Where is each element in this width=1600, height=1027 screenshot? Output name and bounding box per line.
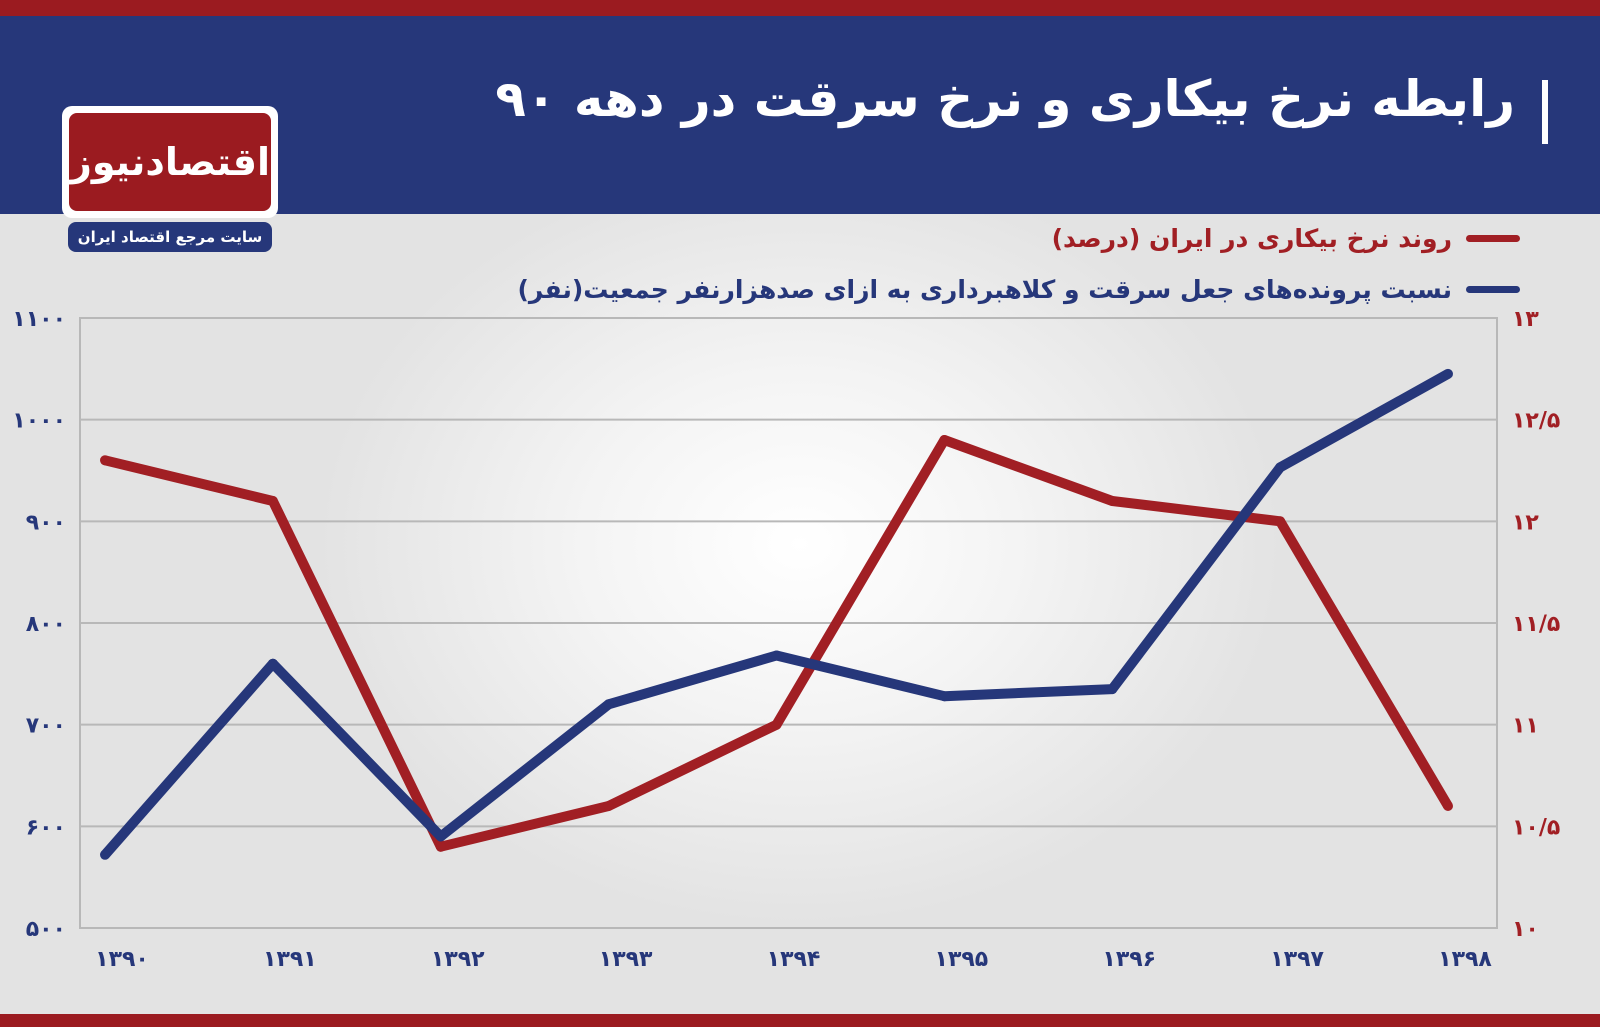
- data-point-theft: [771, 650, 782, 661]
- x-axis-tick-label: ۱۳۹۶: [1102, 947, 1156, 972]
- data-point-unemployment: [603, 801, 614, 811]
- data-point-theft: [435, 831, 446, 842]
- x-axis-tick-label: ۱۳۹۴: [767, 947, 821, 972]
- legend-item-unemployment: روند نرخ بیکاری در ایران (درصد): [1052, 224, 1520, 253]
- data-point-theft: [100, 849, 110, 860]
- left-axis-tick-label: ۱۰۰۰: [12, 409, 66, 434]
- left-axis-tick-label: ۱۱۰۰: [12, 307, 66, 332]
- data-point-theft: [1107, 684, 1118, 695]
- right-axis-tick-label: ۱۲: [1512, 510, 1539, 535]
- x-axis-tick-label: ۱۳۹۰: [95, 947, 149, 972]
- logo: اقتصادنیوز: [62, 106, 278, 218]
- right-axis-tick-label: ۱۰/۵: [1512, 815, 1560, 840]
- top-stripe: [0, 0, 1600, 16]
- left-axis-tick-label: ۶۰۰: [26, 815, 66, 840]
- legend-item-theft: نسبت پرونده‌های جعل سرقت و کلاهبرداری به…: [517, 275, 1520, 304]
- x-axis-tick-label: ۱۳۹۷: [1270, 947, 1324, 972]
- left-axis-tick-label: ۸۰۰: [26, 612, 66, 637]
- data-point-unemployment: [1275, 516, 1286, 527]
- left-axis-tick-label: ۵۰۰: [26, 917, 66, 942]
- legend-label-unemployment: روند نرخ بیکاری در ایران (درصد): [1051, 224, 1452, 253]
- left-axis-tick-label: ۷۰۰: [26, 714, 66, 739]
- data-point-theft: [1443, 368, 1453, 379]
- data-point-theft: [267, 658, 278, 669]
- bottom-stripe: [0, 1014, 1600, 1027]
- x-axis-tick-label: ۱۳۹۸: [1438, 947, 1492, 972]
- title-divider: [1542, 80, 1548, 144]
- right-axis-tick-label: ۱۱: [1512, 714, 1539, 739]
- data-point-unemployment: [1107, 496, 1118, 506]
- x-axis-tick-label: ۱۳۹۵: [935, 947, 989, 972]
- right-axis-tick-label: ۱۰: [1512, 917, 1539, 942]
- right-axis-tick-label: ۱۳: [1512, 307, 1539, 332]
- data-point-unemployment: [435, 841, 446, 852]
- data-point-theft: [1275, 462, 1286, 473]
- x-axis-tick-label: ۱۳۹۳: [599, 947, 653, 972]
- data-point-unemployment: [1443, 801, 1453, 811]
- data-point-unemployment: [771, 719, 782, 730]
- series-line-theft: [101, 369, 1451, 859]
- data-point-theft: [939, 691, 950, 702]
- data-point-unemployment: [100, 455, 110, 466]
- data-point-unemployment: [267, 496, 278, 506]
- right-axis-tick-label: ۱۱/۵: [1512, 612, 1560, 637]
- page-title: رابطه نرخ بیکاری و نرخ سرقت در دهه ۹۰: [495, 70, 1515, 128]
- legend-label-theft: نسبت پرونده‌های جعل سرقت و کلاهبرداری به…: [517, 275, 1452, 304]
- logo-text: اقتصادنیوز: [69, 113, 271, 211]
- data-point-unemployment: [939, 435, 950, 445]
- series-line-unemployment: [103, 435, 1453, 852]
- legend-swatch-red: [1466, 235, 1520, 242]
- x-axis-tick-label: ۱۳۹۲: [431, 947, 485, 972]
- left-axis-tick-label: ۹۰۰: [26, 510, 66, 535]
- logo-tagline: سایت مرجع اقتصاد ایران: [68, 222, 272, 252]
- data-point-theft: [603, 699, 614, 710]
- right-axis-tick-label: ۱۲/۵: [1512, 409, 1560, 434]
- x-axis-tick-label: ۱۳۹۱: [263, 947, 317, 972]
- legend-swatch-blue: [1466, 286, 1520, 293]
